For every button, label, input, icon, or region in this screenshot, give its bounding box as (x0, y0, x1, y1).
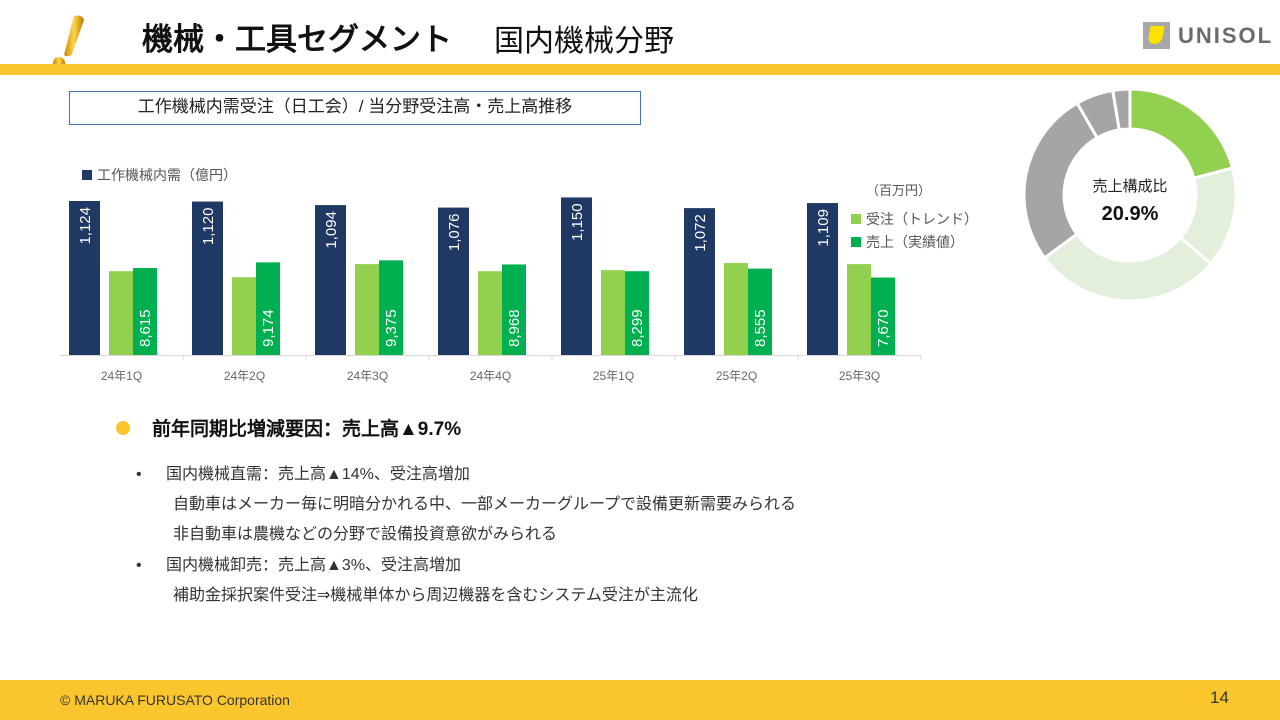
legend-item-sales: 売上（実績値） (851, 232, 964, 252)
company-logo: UNISOL (1143, 22, 1273, 49)
bar-sales (871, 277, 895, 355)
donut-slice (1042, 232, 1213, 303)
donut-slice (1128, 87, 1235, 181)
data-label-demand: 1,150 (569, 203, 586, 241)
data-label-demand: 1,109 (815, 209, 832, 247)
x-tick-label: 25年1Q (593, 369, 634, 383)
data-label-demand: 1,124 (77, 207, 94, 245)
bar-orders (109, 271, 133, 355)
legend-swatch (851, 214, 861, 224)
bar-orders (355, 264, 379, 355)
summary-heading: 前年同期比増減要因：売上高▲9.7% (116, 414, 461, 441)
data-label-sales: 8,555 (752, 309, 769, 347)
bullet-title: • 国内機械直需：売上高▲14%、受注高増加 (136, 466, 470, 483)
bar-demand (315, 205, 346, 355)
legend-label: 受注（トレンド） (866, 211, 978, 227)
data-label-sales: 8,968 (506, 309, 523, 347)
x-tick-label: 25年2Q (716, 369, 757, 383)
bar-demand (807, 203, 838, 355)
x-tick-label: 24年2Q (224, 369, 265, 383)
bar-orders (478, 271, 502, 355)
data-label-sales: 8,299 (629, 309, 646, 347)
donut-chart (1022, 87, 1238, 303)
x-tick-label: 24年4Q (470, 369, 511, 383)
bar-sales (379, 260, 403, 355)
data-label-demand: 1,076 (446, 214, 463, 252)
legend-item-orders: 受注（トレンド） (851, 209, 978, 229)
bar-demand (69, 201, 100, 355)
data-label-sales: 9,375 (383, 309, 400, 347)
x-tick-label: 24年3Q (347, 369, 388, 383)
page-number: 14 (1210, 688, 1229, 707)
page-title: 機械・工具セグメント (142, 22, 452, 57)
bar-sales (256, 262, 280, 355)
data-label-demand: 1,072 (692, 214, 709, 252)
x-tick-label: 24年1Q (101, 369, 142, 383)
data-label-sales: 9,174 (260, 309, 277, 347)
bullet-title: • 国内機械卸売：売上高▲3%、受注高増加 (136, 557, 461, 574)
bar-orders (847, 264, 871, 355)
data-label-demand: 1,120 (200, 208, 217, 246)
footer-bar (0, 680, 1280, 720)
header-bar (0, 64, 1280, 75)
copyright: © MARUKA FURUSATO Corporation (60, 692, 290, 708)
bar-sales (625, 271, 649, 355)
donut-value: 20.9% (1101, 203, 1159, 225)
bullet-line: 非自動車は農機などの分野で設備投資意欲がみられる (173, 526, 558, 543)
bar-orders (601, 270, 625, 355)
donut-label: 売上構成比 (1092, 178, 1168, 195)
x-tick-label: 25年3Q (839, 369, 880, 383)
bullet-text: 国内機械直需：売上高▲14%、受注高増加 (166, 466, 470, 483)
bar-demand (438, 207, 469, 355)
data-label-sales: 7,670 (875, 309, 892, 347)
summary-heading-text: 前年同期比増減要因：売上高▲9.7% (152, 419, 462, 440)
legend-swatch (82, 170, 92, 180)
bar-demand (561, 197, 592, 355)
bar-demand (192, 201, 223, 355)
bar-sales (502, 264, 526, 355)
legend-item-demand: 工作機械内需（億円） (82, 165, 237, 185)
bullet-line: 補助金採択案件受注⇒機械単体から周辺機器を含むシステム受注が主流化 (173, 587, 698, 604)
bar-chart: 24年1Q 1,124 8,615 24年2Q 1,120 9,174 24年3Q 1,094… (60, 197, 922, 383)
bar-demand (684, 208, 715, 355)
data-label-sales: 8,615 (137, 309, 154, 347)
unisol-logo-icon (1143, 22, 1170, 49)
donut-slice (1111, 87, 1132, 132)
logo-text: UNISOL (1178, 22, 1274, 48)
unit-label: （百万円） (866, 183, 932, 198)
legend-label: 売上（実績値） (866, 234, 964, 250)
page-subtitle: 国内機械分野 (494, 25, 674, 58)
chart-title: 工作機械内需受注（日工会）/ 当分野受注高・売上高推移 (69, 91, 641, 125)
legend-label: 工作機械内需（億円） (97, 167, 237, 183)
bar-sales (748, 268, 772, 355)
data-label-demand: 1,094 (323, 211, 340, 249)
bar-sales (133, 268, 157, 355)
bar-orders (232, 277, 256, 355)
legend-swatch (851, 237, 861, 247)
bullet-text: 国内機械卸売：売上高▲3%、受注高増加 (166, 557, 461, 574)
bar-orders (724, 263, 748, 355)
bullet-line: 自動車はメーカー毎に明暗分かれる中、一部メーカーグループで設備更新需要みられる (173, 496, 797, 513)
bullet-dot-icon (116, 420, 130, 435)
